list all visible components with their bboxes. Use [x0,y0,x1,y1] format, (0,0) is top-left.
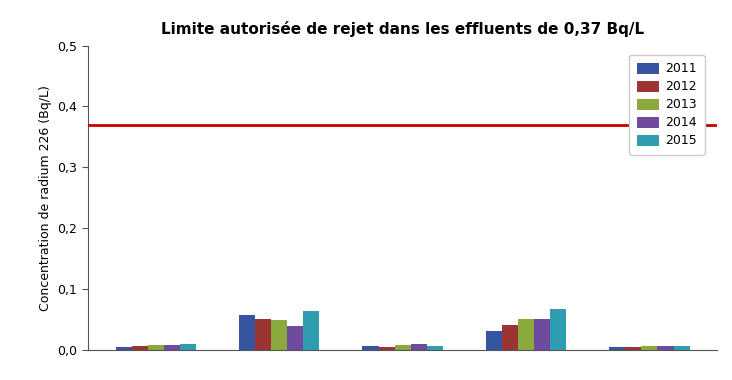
Bar [625,347,641,350]
Bar [180,344,196,350]
Title: Limite autorisée de rejet dans les effluents de 0,37 Bq/L: Limite autorisée de rejet dans les efflu… [161,22,644,38]
Bar [534,319,550,350]
Bar [164,345,180,350]
Bar [132,346,148,350]
Bar [271,320,287,350]
Bar [116,347,132,350]
Bar [427,346,443,350]
Bar [378,347,395,350]
Bar [609,347,625,350]
Bar [395,345,411,350]
Bar [518,319,534,350]
Bar [486,331,502,350]
Bar [287,326,303,350]
Bar [239,315,255,350]
Bar [673,346,690,350]
Bar [362,346,378,350]
Bar [411,344,427,350]
Y-axis label: Concentration de radium 226 (Bq/L): Concentration de radium 226 (Bq/L) [39,85,52,310]
Bar [502,325,518,350]
Bar [255,319,271,350]
Bar [641,346,657,350]
Bar [657,346,673,350]
Bar [148,345,164,350]
Bar [550,309,566,350]
Legend: 2011, 2012, 2013, 2014, 2015: 2011, 2012, 2013, 2014, 2015 [630,55,705,155]
Bar [303,311,319,350]
